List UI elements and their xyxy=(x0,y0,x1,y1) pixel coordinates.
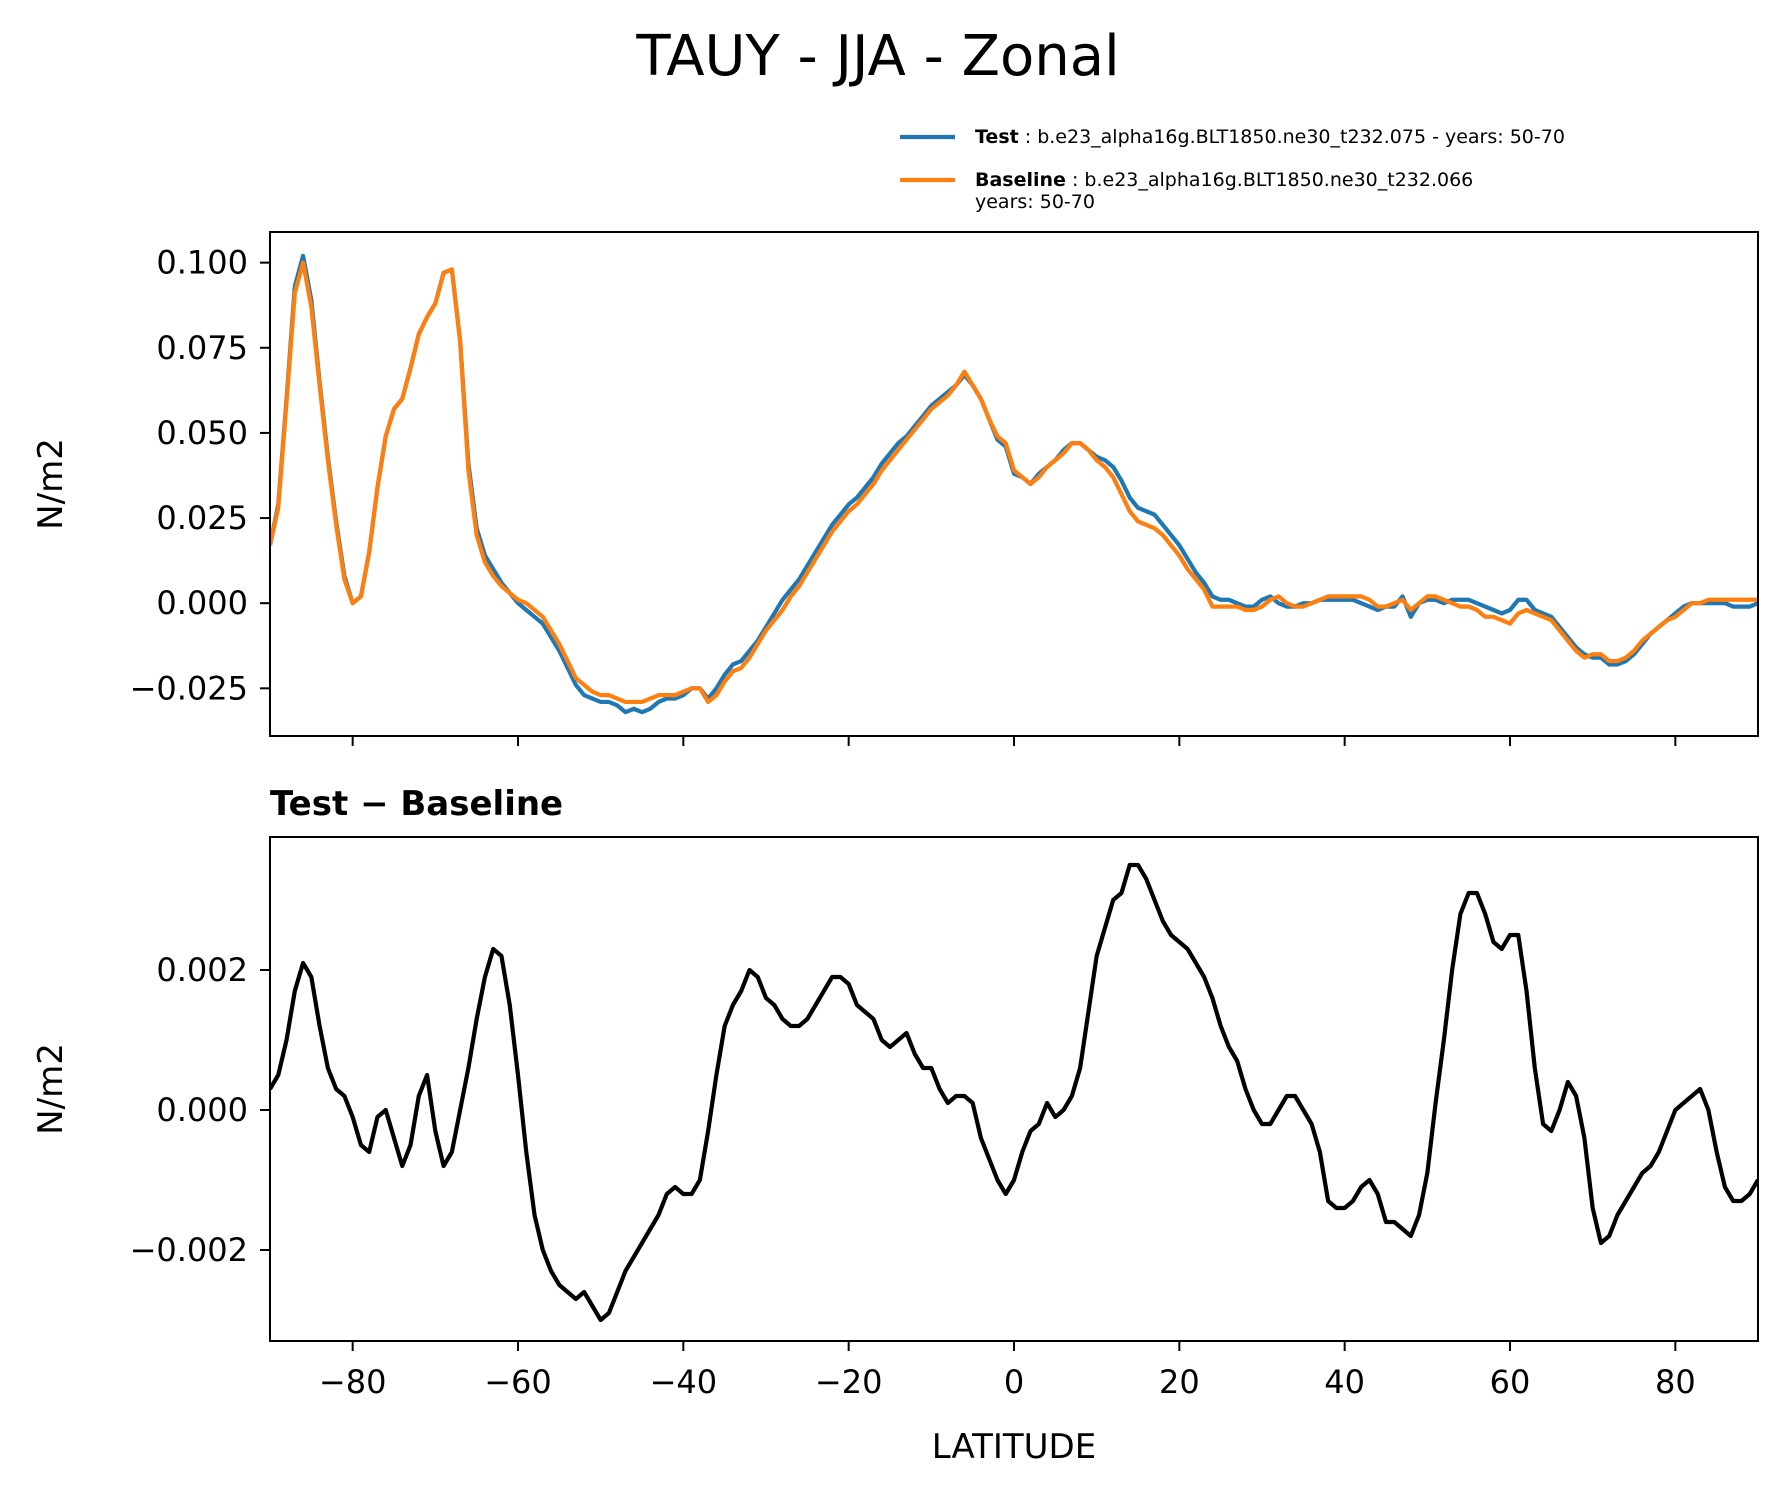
plot-frame xyxy=(269,836,1759,1342)
series-line-difference xyxy=(270,862,1758,1323)
legend-entry-label: Test : b.e23_alpha16g.BLT1850.ne30_t232.… xyxy=(975,126,1565,148)
legend-entry-label: Baseline : b.e23_alpha16g.BLT1850.ne30_t… xyxy=(975,169,1473,191)
y-tick-label: 0.100 xyxy=(156,244,248,282)
panel-subtitle: Test − Baseline xyxy=(270,784,563,824)
difference-panel: −0.002 0.000 0.002 N/m2 Test − Baseline xyxy=(31,784,1759,1351)
x-tick-label: 20 xyxy=(1159,1363,1200,1401)
x-tick-label: −40 xyxy=(650,1363,718,1401)
x-tick-label: −60 xyxy=(484,1363,552,1401)
x-tick-label: 40 xyxy=(1324,1363,1365,1401)
y-tick-label: 0.025 xyxy=(156,499,248,537)
x-tick-label: −20 xyxy=(815,1363,883,1401)
y-tick-label: 0.002 xyxy=(156,951,248,989)
x-tick-label: 0 xyxy=(1004,1363,1024,1401)
y-tick-label: 0.000 xyxy=(156,1091,248,1129)
series-line-test xyxy=(270,253,1758,715)
plot-frame xyxy=(269,231,1759,737)
y-tick-label: 0.075 xyxy=(156,329,248,367)
legend: Test : b.e23_alpha16g.BLT1850.ne30_t232.… xyxy=(900,126,1565,213)
x-axis: −80 −60 −40 −20 0 20 40 60 80 xyxy=(319,1363,1696,1401)
y-tick-label: −0.025 xyxy=(130,669,248,707)
legend-entry-label-continued: years: 50-70 xyxy=(975,191,1095,213)
x-tick-label: 80 xyxy=(1655,1363,1696,1401)
y-axis-label: N/m2 xyxy=(31,438,71,530)
y-axis-label: N/m2 xyxy=(31,1043,71,1135)
x-tick-label: −80 xyxy=(319,1363,387,1401)
series-line-baseline xyxy=(270,260,1758,705)
y-tick-label: −0.002 xyxy=(130,1231,248,1269)
y-tick-label: 0.000 xyxy=(156,584,248,622)
y-tick-label: 0.050 xyxy=(156,414,248,452)
x-axis-label: LATITUDE xyxy=(932,1427,1096,1467)
top-panel: −0.025 0.000 0.025 0.050 0.075 0.100 N/m2 xyxy=(31,231,1759,746)
x-tick-label: 60 xyxy=(1490,1363,1531,1401)
chart-title: TAUY - JJA - Zonal xyxy=(635,24,1119,89)
